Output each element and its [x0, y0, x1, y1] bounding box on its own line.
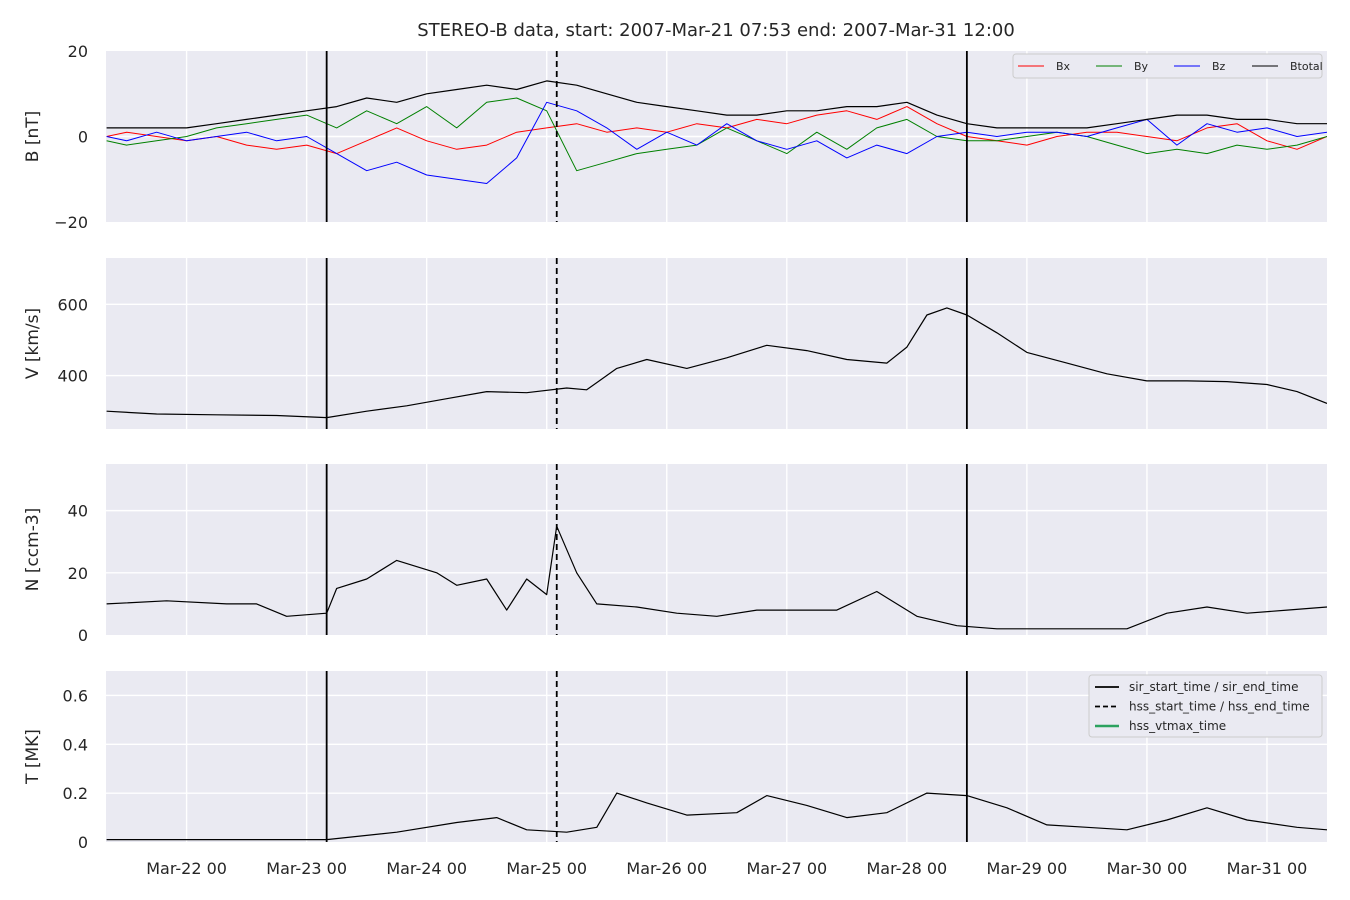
series-line — [106, 307, 1327, 419]
legend-label: sir_start_time / sir_end_time — [1129, 680, 1299, 694]
series-line-by — [106, 97, 1327, 172]
plot-area — [106, 464, 1327, 635]
panel-3: 0 20 40 N [ccm-3] — [23, 464, 1327, 645]
legend-label: Bx — [1056, 60, 1071, 73]
legend-box — [1088, 674, 1323, 738]
x-tick-label: Mar-28 00 — [866, 859, 947, 878]
x-tick-label: Mar-29 00 — [987, 859, 1068, 878]
y-tick-label: 0.2 — [63, 784, 88, 803]
y-tick-label: 20 — [68, 42, 88, 61]
y-axis-label: B [nT] — [23, 111, 43, 163]
series-line-btotal — [106, 80, 1327, 129]
legend-label: By — [1134, 60, 1149, 73]
y-tick-label: 0 — [78, 128, 88, 147]
legend-box — [1012, 53, 1323, 79]
legend-label: hss_vtmax_time — [1129, 719, 1226, 733]
series-line-bz — [106, 101, 1327, 184]
legend-label: Btotal — [1290, 60, 1323, 73]
y-tick-label: 20 — [68, 564, 88, 583]
y-tick-label: 600 — [57, 295, 88, 314]
y-tick-label: 0.6 — [63, 686, 88, 705]
legend-label: hss_start_time / hss_end_time — [1129, 700, 1310, 714]
y-tick-label: 40 — [68, 502, 88, 521]
y-tick-label: −20 — [54, 213, 88, 232]
chart-title: STEREO-B data, start: 2007-Mar-21 07:53 … — [417, 20, 1015, 41]
plot-area — [106, 258, 1327, 429]
series-line-bx — [106, 106, 1327, 155]
x-tick-label: Mar-25 00 — [506, 859, 587, 878]
series-line — [106, 525, 1327, 630]
y-tick-label: 0 — [78, 833, 88, 852]
y-tick-label: 0 — [78, 626, 88, 645]
y-tick-label: 400 — [57, 367, 88, 386]
panel-4: 0 0.2 0.4 0.6 T [MK] sir_start_time / sir_end… — [23, 671, 1327, 852]
x-tick-label: Mar-31 00 — [1227, 859, 1308, 878]
panel-2: 400 600 V [km/s] — [23, 258, 1327, 429]
x-tick-label: Mar-23 00 — [266, 859, 347, 878]
y-tick-label: 0.4 — [63, 735, 88, 754]
x-tick-label: Mar-24 00 — [386, 859, 467, 878]
x-tick-label: Mar-27 00 — [746, 859, 827, 878]
x-tick-label: Mar-30 00 — [1107, 859, 1188, 878]
panel-1: −20 0 20 B [nT] Bx By Bz Btotal — [23, 42, 1327, 232]
y-axis-label: T [MK] — [23, 729, 43, 785]
x-tick-label: Mar-22 00 — [146, 859, 227, 878]
x-tick-label: Mar-26 00 — [626, 859, 707, 878]
series-line — [106, 792, 1327, 841]
y-axis-label: V [km/s] — [23, 308, 43, 379]
y-axis-label: N [ccm-3] — [23, 508, 43, 592]
legend-label: Bz — [1212, 60, 1226, 73]
